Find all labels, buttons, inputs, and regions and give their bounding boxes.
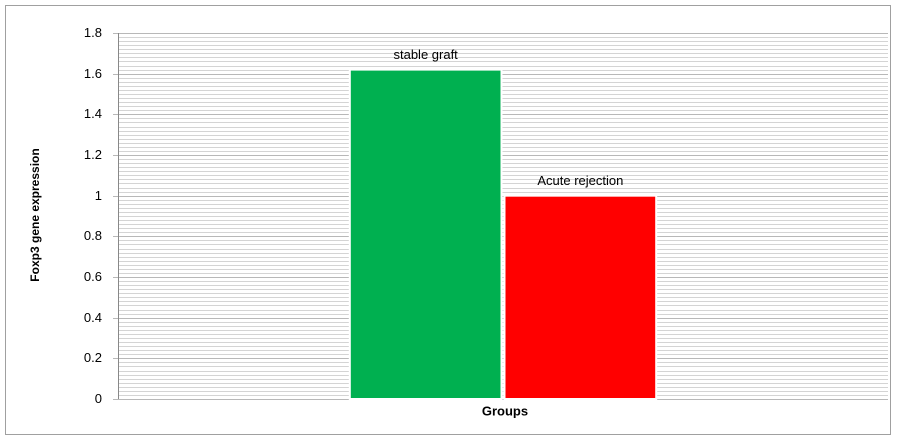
bar-label: Acute rejection	[537, 173, 623, 188]
bar-label: stable graft	[393, 47, 458, 62]
y-tick-label: 1.6	[84, 66, 102, 81]
y-axis-label: Foxp3 gene expression	[28, 148, 42, 281]
y-tick-label: 1.2	[84, 147, 102, 162]
bar	[348, 68, 503, 400]
bar	[503, 194, 658, 400]
y-tick-label: 0.6	[84, 269, 102, 284]
y-tick-label: 0	[95, 391, 102, 406]
y-tick-label: 1.8	[84, 25, 102, 40]
x-axis-label: Groups	[482, 403, 528, 418]
y-tick-label: 0.2	[84, 350, 102, 365]
y-tick-label: 1	[95, 188, 102, 203]
y-tick-label: 0.8	[84, 228, 102, 243]
y-tick-label: 1.4	[84, 106, 102, 121]
y-tick-label: 0.4	[84, 310, 102, 325]
